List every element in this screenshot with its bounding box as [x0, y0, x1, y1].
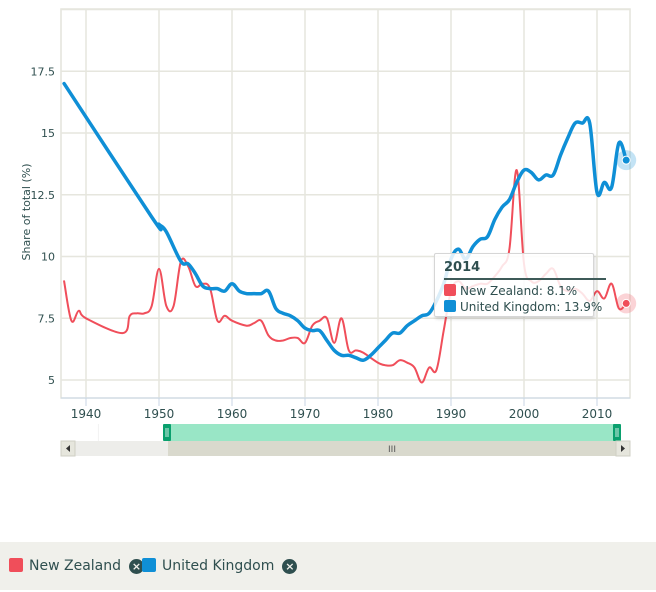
arrow-left-icon [66, 445, 70, 452]
new-zealand-swatch [9, 558, 23, 572]
x-tick-label: 1940 [71, 407, 102, 421]
series-line-united-kingdom [62, 81, 628, 363]
legend-item-new-zealand[interactable]: New Zealand × [9, 558, 144, 574]
scrollbar-thumb[interactable] [168, 441, 616, 456]
y-tick-label: 5 [48, 374, 55, 387]
legend-label: United Kingdom [162, 558, 275, 574]
navigator-left-handle[interactable] [163, 424, 171, 441]
navigator-right-handle[interactable] [613, 424, 621, 441]
close-circle-icon[interactable]: × [282, 559, 298, 574]
hover-point-united-kingdom [621, 155, 631, 165]
y-tick-label: 10 [41, 251, 55, 264]
tooltip-row-label: United Kingdom: 13.9% [460, 300, 603, 314]
x-tick-label: 1970 [290, 407, 321, 421]
tooltip-row-united-kingdom: United Kingdom: 13.9% [444, 300, 602, 314]
close-circle-icon[interactable]: × [129, 559, 144, 574]
navigator[interactable]: III [60, 424, 631, 457]
y-axis-title: Share of total (%) [20, 163, 33, 260]
arrow-right-icon [621, 445, 625, 452]
navigator-selected-range[interactable] [168, 424, 617, 441]
legend-label: New Zealand [29, 558, 121, 574]
x-tick-label: 1980 [363, 407, 394, 421]
tooltip-row-new-zealand: New Zealand: 8.1% [444, 284, 577, 298]
hover-markers [616, 150, 637, 314]
x-tick-label: 1960 [217, 407, 248, 421]
tooltip-row-label: New Zealand: 8.1% [460, 284, 578, 298]
x-tick-label: 2000 [509, 407, 540, 421]
united-kingdom-swatch [142, 558, 156, 572]
y-tick-label: 7.5 [38, 312, 56, 325]
y-tick-label: 15 [41, 127, 55, 140]
y-tick-label: 17.5 [31, 65, 56, 78]
legend: New Zealand × United Kingdom × [0, 542, 656, 590]
line-chart: Share of total (%) 5 7.5 10 12.5 15 17.5 1940… [20, 8, 637, 457]
x-tick-label: 1950 [144, 407, 175, 421]
y-axis-ticks: 5 7.5 10 12.5 15 17.5 [31, 65, 56, 387]
legend-item-united-kingdom[interactable]: United Kingdom × [142, 558, 298, 574]
x-tick-label: 2010 [582, 407, 613, 421]
scrollbar-grip: III [388, 445, 396, 455]
y-tick-label: 12.5 [31, 189, 56, 202]
x-tick-label: 1990 [436, 407, 467, 421]
tooltip: 2014 New Zealand: 8.1% United Kingdom: 1… [434, 253, 606, 317]
new-zealand-swatch [444, 284, 456, 296]
hover-point-new-zealand [621, 298, 631, 308]
tooltip-divider [444, 278, 606, 280]
x-axis-ticks: 1940 1950 1960 1970 1980 1990 2000 2010 [71, 398, 613, 421]
tooltip-title: 2014 [444, 260, 481, 275]
united-kingdom-swatch [444, 300, 456, 312]
